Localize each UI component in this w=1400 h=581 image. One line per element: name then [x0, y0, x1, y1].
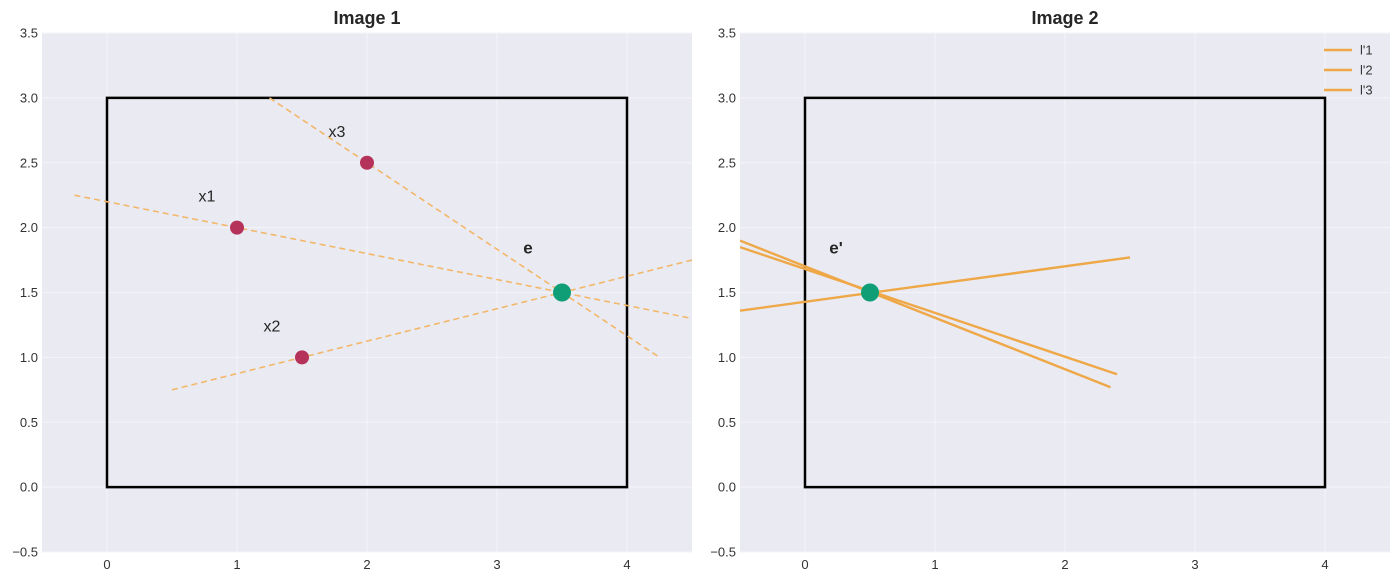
chart-panel-1: x1 x2 x3 e Image 1 0 1 2 3 4 −0.5 0.0 0.5 1.0 1.5 2.0 2.…	[12, 8, 692, 572]
y-tick-label: 3.5	[718, 26, 736, 41]
series-line-2	[740, 256, 1131, 312]
y-tick-label: −0.5	[710, 545, 736, 560]
x-tick-label: 4	[1321, 557, 1328, 572]
y-tick-label: 3.5	[20, 26, 38, 41]
series-line-1	[740, 245, 1118, 376]
epipole-point	[553, 283, 571, 302]
point-x3	[360, 155, 374, 170]
y-tick-label: 3.0	[20, 90, 38, 105]
point-label-x3: x3	[329, 124, 346, 141]
y-tick-label: 0.0	[718, 480, 736, 495]
image-boundary-rect	[105, 96, 629, 489]
y-tick-label: 2.0	[20, 220, 38, 235]
chart-title: Image 1	[333, 8, 400, 28]
series-line-3	[740, 239, 1111, 389]
legend: l'1 l'2 l'3	[1324, 43, 1373, 98]
x-tick-label: 3	[1191, 557, 1198, 572]
epipole-label: e	[523, 239, 532, 258]
epipolar-line-3	[269, 97, 660, 359]
x-tick-label: 4	[623, 557, 630, 572]
point-label-x2: x2	[264, 318, 281, 335]
y-tick-label: 2.5	[718, 155, 736, 170]
y-tick-label: 0.0	[20, 480, 38, 495]
y-tick-label: 2.5	[20, 155, 38, 170]
y-tick-label: 1.5	[718, 285, 736, 300]
point-x1	[230, 220, 244, 235]
point-label-x1: x1	[199, 189, 216, 206]
y-tick-label: 1.0	[20, 350, 38, 365]
y-tick-label: −0.5	[12, 545, 38, 560]
y-tick-label: 2.0	[718, 220, 736, 235]
legend-label: l'1	[1360, 43, 1373, 58]
x-tick-label: 0	[801, 557, 808, 572]
x-tick-label: 0	[103, 557, 110, 572]
legend-label: l'2	[1360, 63, 1373, 78]
y-tick-label: 0.5	[20, 415, 38, 430]
x-tick-label: 1	[931, 557, 938, 572]
data-layer	[74, 96, 692, 489]
data-layer	[740, 96, 1327, 489]
y-tick-label: 1.5	[20, 285, 38, 300]
y-tick-label: 0.5	[718, 415, 736, 430]
x-tick-label: 3	[493, 557, 500, 572]
chart-title: Image 2	[1031, 8, 1098, 28]
image-boundary-rect	[803, 96, 1327, 489]
y-tick-label: 1.0	[718, 350, 736, 365]
epipole-point	[861, 283, 879, 302]
epipole-label: e'	[829, 239, 843, 258]
x-tick-label: 2	[1061, 557, 1068, 572]
point-x2	[295, 350, 309, 365]
chart-panel-2: e' Image 2 0 1 2 3 4 −0.5 0.0 0.5 1.0 1.5 2.0 2.5 3.0 3…	[710, 8, 1390, 572]
y-tick-label: 3.0	[718, 90, 736, 105]
x-tick-label: 2	[363, 557, 370, 572]
x-tick-label: 1	[233, 557, 240, 572]
legend-label: l'3	[1360, 83, 1373, 98]
epipolar-line-1	[74, 194, 692, 320]
